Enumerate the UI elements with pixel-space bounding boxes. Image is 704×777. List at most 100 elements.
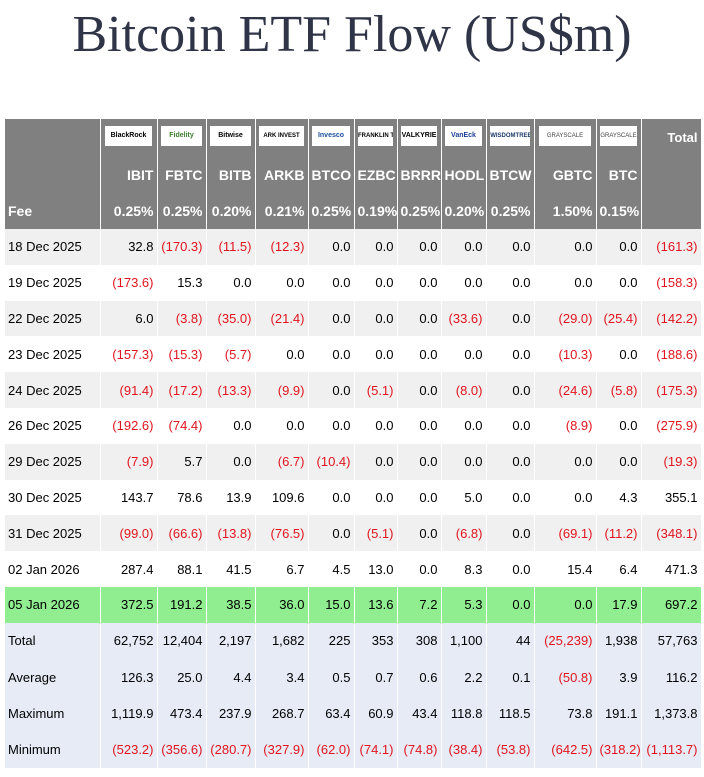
- summary-value: 308: [397, 622, 442, 659]
- flow-value: (13.8): [206, 515, 256, 552]
- flow-value: 287.4: [100, 551, 158, 587]
- issuer-logo-cell: VanEck: [441, 119, 487, 156]
- summary-label: Total: [5, 622, 101, 659]
- summary-value: (53.8): [486, 731, 535, 768]
- flow-value: 0.0: [486, 372, 535, 408]
- issuer-logo-cell: WISDOMTREE: [486, 119, 535, 156]
- flow-value: 0.0: [308, 372, 355, 408]
- issuer-logo: ARK INVEST: [259, 126, 304, 146]
- flow-value: 41.5: [206, 551, 256, 587]
- table-row: 18 Dec 2025 32.8 (170.3) (11.5) (12.3) 0.0 0.0…: [5, 229, 702, 265]
- flow-value: 0.0: [596, 407, 642, 444]
- fee-total-blank: [641, 193, 702, 229]
- summary-value: (25,239): [534, 622, 597, 659]
- ticker-header: BTCO: [308, 156, 355, 193]
- flow-value: 0.0: [206, 407, 256, 444]
- flow-value: 6.0: [100, 300, 158, 337]
- issuer-logo: VanEck: [445, 126, 482, 146]
- flow-value: 38.5: [206, 586, 256, 623]
- flow-value: (9.9): [255, 372, 309, 408]
- flow-value: 0.0: [354, 300, 398, 337]
- summary-value: 3.9: [596, 658, 642, 696]
- flow-value: (11.5): [206, 229, 256, 265]
- row-date: 24 Dec 2025: [5, 372, 101, 408]
- table-row: 26 Dec 2025 (192.6) (74.4) 0.0 0.0 0.0 0.0 0.0 0…: [5, 407, 702, 444]
- flow-value: 0.0: [354, 264, 398, 301]
- summary-value: 237.9: [206, 695, 256, 732]
- row-total: (142.2): [641, 300, 702, 337]
- summary-value: (318.2): [596, 731, 642, 768]
- flow-value: 0.0: [486, 407, 535, 444]
- flow-value: 0.0: [397, 443, 442, 480]
- fee-label: Fee: [5, 193, 101, 229]
- flow-value: 0.0: [397, 264, 442, 301]
- issuer-logo: GRAYSCALE: [538, 126, 592, 146]
- summary-value: 4.4: [206, 658, 256, 696]
- ticker-header: HODL: [441, 156, 487, 193]
- corner-cell: [5, 119, 101, 156]
- flow-value: 0.0: [308, 515, 355, 552]
- summary-value: 25.0: [157, 658, 207, 696]
- fee-value: 0.20%: [441, 193, 487, 229]
- summary-value: 3.4: [255, 658, 309, 696]
- flow-value: (8.9): [534, 407, 597, 444]
- flow-value: (5.7): [206, 336, 256, 373]
- flow-value: (157.3): [100, 336, 158, 373]
- flow-value: 0.0: [354, 229, 398, 265]
- flow-value: 5.7: [157, 443, 207, 480]
- flow-value: (5.8): [596, 372, 642, 408]
- issuer-logo-cell: BlackRock: [100, 119, 158, 156]
- flow-value: 0.0: [486, 229, 535, 265]
- summary-value: 44: [486, 622, 535, 659]
- page-title: Bitcoin ETF Flow (US$m): [72, 6, 632, 63]
- row-date: 05 Jan 2026: [5, 586, 101, 623]
- summary-value: 2,197: [206, 622, 256, 659]
- ticker-header: BITB: [206, 156, 256, 193]
- flow-value: 0.0: [596, 443, 642, 480]
- summary-total: 116.2: [641, 658, 702, 696]
- flow-value: (3.8): [157, 300, 207, 337]
- flow-value: 17.9: [596, 586, 642, 623]
- flow-value: 13.0: [354, 551, 398, 587]
- flow-value: 0.0: [354, 336, 398, 373]
- summary-value: 12,404: [157, 622, 207, 659]
- flow-value: 32.8: [100, 229, 158, 265]
- flow-value: 0.0: [596, 336, 642, 373]
- flow-value: 78.6: [157, 479, 207, 516]
- flow-value: (15.3): [157, 336, 207, 373]
- summary-value: 268.7: [255, 695, 309, 732]
- flow-value: 0.0: [308, 479, 355, 516]
- flow-value: 0.0: [354, 479, 398, 516]
- summary-value: (38.4): [441, 731, 487, 768]
- flow-value: 0.0: [486, 336, 535, 373]
- flow-value: 0.0: [397, 479, 442, 516]
- flow-value: (69.1): [534, 515, 597, 552]
- flow-value: 191.2: [157, 586, 207, 623]
- flow-value: (17.2): [157, 372, 207, 408]
- summary-row: Average 126.3 25.0 4.4 3.4 0.5 0.7 0.6 2.2 0.1 (50…: [5, 658, 702, 696]
- fee-value: 0.25%: [397, 193, 442, 229]
- summary-value: 1,119.9: [100, 695, 158, 732]
- summary-row: Total 62,752 12,404 2,197 1,682 225 353 308 1,10…: [5, 622, 702, 659]
- summary-value: (74.1): [354, 731, 398, 768]
- summary-value: 0.7: [354, 658, 398, 696]
- fee-value: 0.15%: [596, 193, 642, 229]
- summary-value: (356.6): [157, 731, 207, 768]
- etf-flow-table: BlackRock Fidelity Bitwise ARK INVEST Invesc…: [5, 119, 702, 768]
- summary-value: (74.8): [397, 731, 442, 768]
- fee-value: 0.19%: [354, 193, 398, 229]
- issuer-logo: FRANKLIN TEMPLETON: [358, 126, 393, 146]
- flow-value: 5.3: [441, 586, 487, 623]
- summary-value: 43.4: [397, 695, 442, 732]
- row-date: 22 Dec 2025: [5, 300, 101, 337]
- flow-value: 0.0: [534, 586, 597, 623]
- issuer-logo-cell: GRAYSCALE: [534, 119, 597, 156]
- flow-value: 0.0: [255, 264, 309, 301]
- fee-value: 0.25%: [308, 193, 355, 229]
- row-total: 471.3: [641, 551, 702, 587]
- summary-value: 126.3: [100, 658, 158, 696]
- issuer-logo-cell: FRANKLIN TEMPLETON: [354, 119, 398, 156]
- flow-value: 5.0: [441, 479, 487, 516]
- flow-value: 8.3: [441, 551, 487, 587]
- total-column-header: Total: [641, 119, 702, 156]
